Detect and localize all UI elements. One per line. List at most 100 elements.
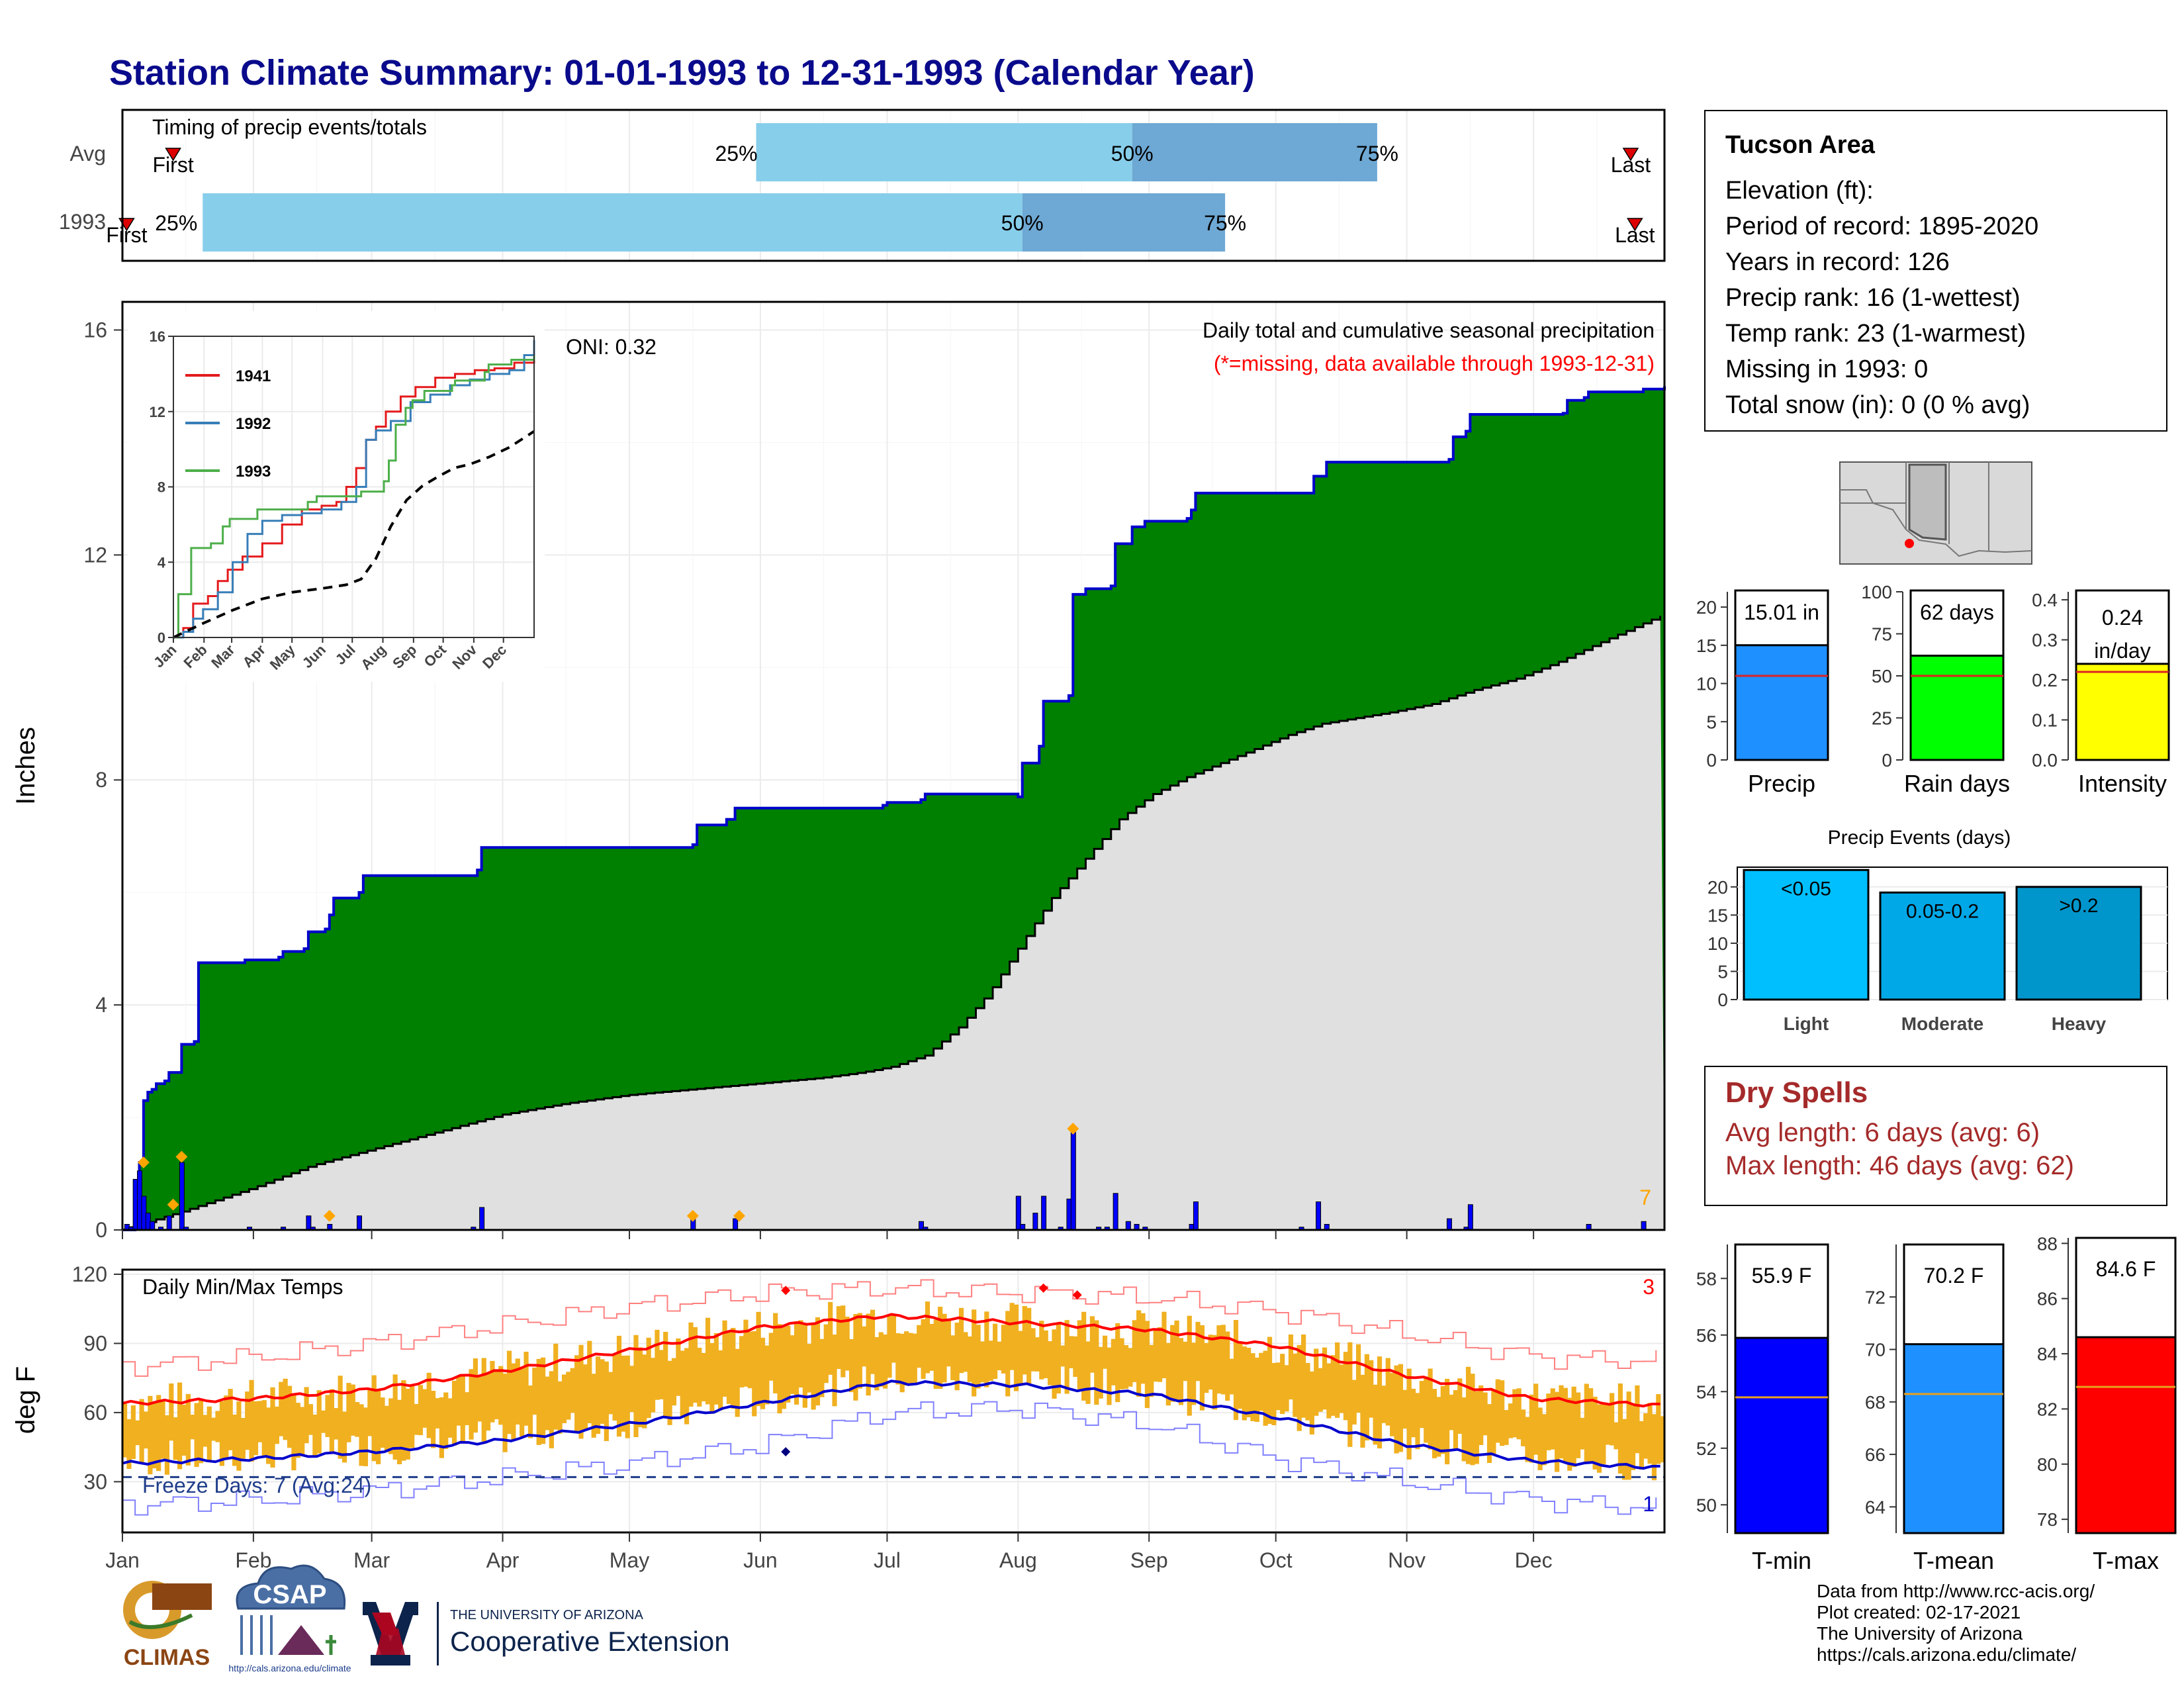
daily-temp-range [1001,1325,1006,1374]
daily-temp-range [1440,1385,1445,1454]
inset-series-1993 [173,355,535,639]
month-label: Apr [486,1548,520,1572]
record-precip-marker [733,1209,745,1222]
gauge-ytick-label: 78 [2037,1509,2058,1530]
gauge-ytick-label: 75 [1872,624,1892,645]
daily-temp-range [1170,1325,1175,1402]
precip-corner-count: 7 [1639,1186,1651,1209]
daily-temp-range [1030,1328,1036,1372]
daily-temp-range [1419,1381,1424,1429]
daily-temp-range [460,1376,465,1444]
daily-temp-range [786,1325,791,1403]
daily-temp-range [1541,1414,1547,1466]
gauge-ytick-label: 56 [1696,1325,1717,1346]
daily-temp-range [1525,1417,1530,1462]
daily-precip-bar [1032,1213,1038,1231]
daily-temp-range [823,1324,829,1383]
daily-temp-range [1398,1364,1404,1452]
last-event-marker [1622,148,1639,162]
daily-temp-range [485,1373,491,1431]
daily-temp-range [988,1340,993,1381]
tmin-gauge: 50 52 54 56 58 55.9 F T-min [1696,1243,1829,1574]
daily-temp-range [329,1389,334,1452]
daily-temp-range [604,1361,609,1441]
daily-temp-range [1102,1335,1108,1369]
daily-temp-range [1605,1403,1610,1445]
daily-temp-range [561,1374,567,1423]
daily-temp-range [261,1400,267,1457]
daily-temp-range [1453,1389,1459,1451]
daily-temp-range [1508,1403,1513,1438]
inset-legend-label: 1993 [236,463,271,481]
daily-temp-range [1111,1338,1116,1385]
daily-temp-range [414,1403,419,1435]
temp-ytick-label: 90 [83,1331,107,1355]
footer-line-source: Data from http://www.rcc-acis.org/ [1817,1581,2095,1601]
daily-temp-range [1626,1391,1631,1480]
daily-temp-range [616,1335,622,1437]
daily-temp-range [156,1395,161,1472]
daily-temp-range [1085,1341,1091,1404]
daily-temp-range [1347,1342,1353,1447]
gauge-ytick-label: 80 [2037,1454,2058,1475]
daily-temp-range [523,1352,529,1426]
daily-temp-range [1335,1342,1340,1418]
daily-temp-range [942,1313,947,1383]
daily-temp-range [266,1407,271,1464]
daily-precip-bar [733,1218,739,1231]
raindays-gauge: 0 25 50 75 100 62 days Rain days [1861,582,2010,797]
daily-temp-range [684,1348,690,1425]
daily-temp-range [925,1301,931,1374]
daily-temp-range [477,1376,482,1422]
daily-temp-range [650,1358,656,1413]
daily-temp-range [392,1374,398,1460]
daily-temp-range [570,1368,575,1413]
daily-temp-range [1651,1414,1657,1481]
daily-temp-range [540,1357,546,1444]
daily-temp-range [520,1368,525,1436]
daily-temp-range [1009,1303,1015,1370]
daily-temp-range [1048,1341,1053,1385]
daily-temp-range [1271,1363,1277,1426]
avg-cumulative-line [122,616,1662,1231]
daily-temp-range [752,1331,757,1417]
daily-temp-range [380,1397,385,1448]
daily-temp-range [126,1419,132,1469]
timing-row-avg: Avg [69,142,106,165]
footer-line-university: The University of Arizona [1817,1623,2023,1644]
daily-temp-range [600,1359,605,1424]
month-label: Dec [1515,1548,1553,1572]
inset-ytick-label: 0 [158,630,165,646]
daily-temp-range [232,1414,238,1466]
gauge-bar [1909,655,2005,761]
inset-ytick-label: 16 [150,328,165,345]
timing-bar-25-50 [756,123,1132,181]
daily-temp-range [1592,1397,1598,1470]
daily-temp-range [735,1348,740,1417]
daily-temp-range [279,1382,284,1436]
ua-logo: THE UNIVERSITY OF ARIZONA Cooperative Ex… [363,1602,730,1665]
daily-precip-bar [1113,1193,1118,1231]
daily-temp-range [1161,1311,1167,1379]
daily-temp-range [1153,1330,1158,1382]
record-min-line [122,1401,1657,1516]
daily-temp-range [511,1363,516,1440]
gauge-ytick-label: 0.1 [2032,710,2058,731]
daily-temp-range [312,1414,318,1457]
daily-temp-range [1406,1368,1412,1460]
daily-temp-range [1516,1388,1522,1440]
daily-temp-range [1132,1320,1137,1382]
daily-temp-range [1242,1346,1247,1421]
daily-temp-range [494,1370,499,1419]
daily-temp-range [621,1355,626,1432]
daily-temp-range [456,1376,461,1426]
temp-ytick-label: 60 [83,1401,107,1425]
daily-temp-range [1233,1319,1239,1421]
last-event-label: Last [1615,223,1655,247]
daily-temp-range [1449,1394,1454,1430]
cumulative-precip-line [122,386,1666,1231]
freeze-label: Freeze Days: 7 (Avg:24) [142,1474,371,1497]
daily-temp-range [566,1372,571,1420]
daily-temp-range [1546,1393,1551,1450]
daily-temp-range [608,1372,614,1415]
